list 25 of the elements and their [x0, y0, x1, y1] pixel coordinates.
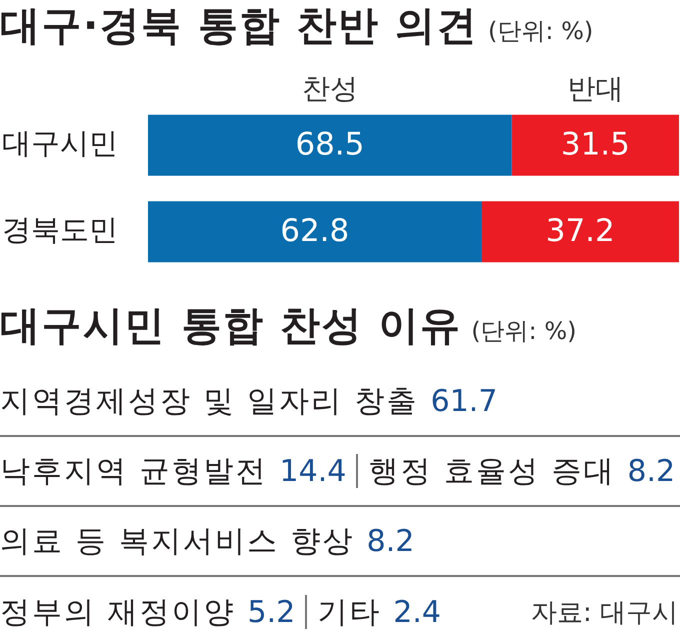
data-label: 68.5	[295, 126, 364, 162]
category-label: 행정 효율성 증대	[368, 452, 616, 490]
category-label: 정부의 재정이양	[0, 594, 236, 632]
series-label: 반대	[567, 72, 624, 106]
y-tick-label: 대구시민	[2, 126, 118, 160]
category-label: 낙후지역 균형발전	[0, 452, 268, 490]
data-label: 2.4	[393, 594, 441, 630]
series-label: 찬성	[302, 72, 358, 106]
category-label: 의료 등 복지서비스 향상	[0, 522, 355, 560]
text: 대구시민 통합 찬성 이유	[0, 303, 462, 349]
data-label: 62.8	[280, 212, 350, 249]
data-label: 31.5	[560, 126, 630, 162]
chart-title: 대구·경북 통합 찬반 의견	[0, 3, 478, 49]
y-tick-label: 경북도민	[2, 212, 118, 246]
data-label: 61.7	[430, 384, 498, 418]
category-label: 기타	[317, 594, 382, 632]
chart-subtitle: (단위: %)	[488, 17, 594, 45]
category-label: 지역경제성장 및 일자리 창출	[0, 382, 419, 420]
text: (단위: %)	[471, 317, 577, 345]
data-label: 14.4	[280, 454, 346, 488]
data-label: 8.2	[627, 454, 676, 488]
text: 자료: 대구시	[530, 597, 678, 630]
data-label: 37.2	[546, 212, 615, 249]
data-label: 8.2	[366, 524, 414, 558]
data-label: 5.2	[248, 594, 296, 630]
